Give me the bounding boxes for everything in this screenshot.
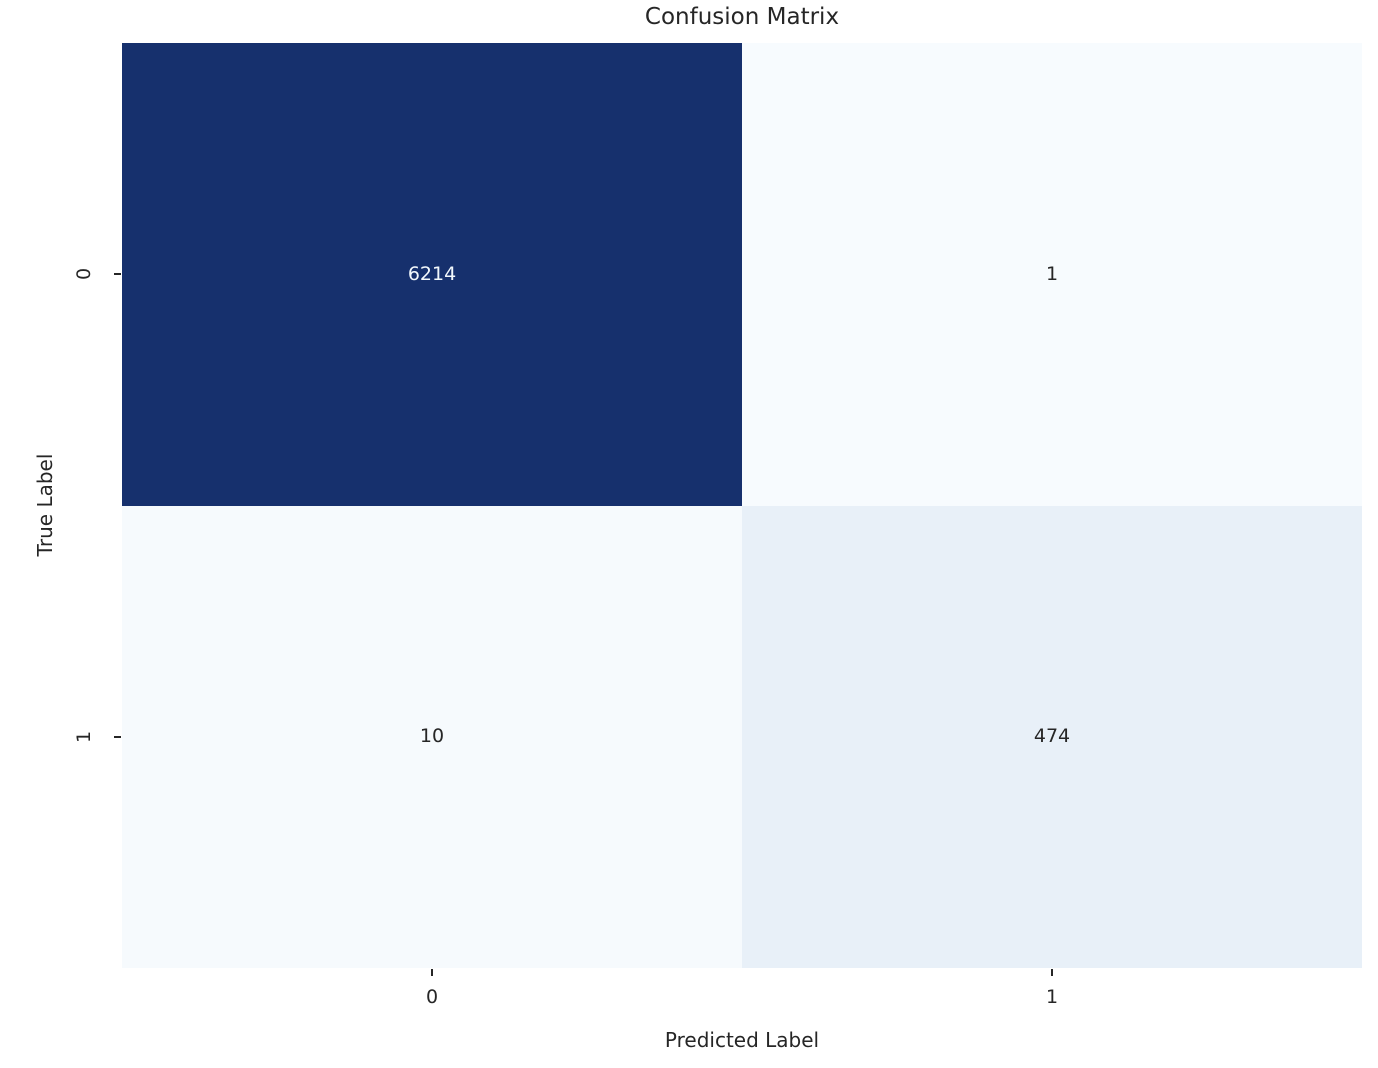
y-axis-tick-1 — [114, 736, 121, 738]
heatmap-cell-true1-pred0: 10 — [122, 505, 742, 968]
y-axis-label: True Label — [33, 453, 57, 557]
cell-value: 10 — [419, 725, 445, 748]
y-axis-tick-0 — [114, 273, 121, 275]
y-tick-label-0: 0 — [73, 267, 95, 281]
x-axis-label: Predicted Label — [664, 1028, 820, 1052]
x-tick-label-1: 1 — [1045, 986, 1059, 1008]
heatmap-cell-true0-pred1: 1 — [742, 43, 1362, 506]
cell-value: 1 — [1045, 262, 1059, 285]
cell-value: 6214 — [407, 262, 457, 285]
heatmap-plot-area: 6214 1 10 474 — [122, 43, 1362, 968]
x-axis-tick-1 — [1051, 969, 1053, 976]
cell-value: 474 — [1033, 725, 1071, 748]
heatmap-cell-true1-pred1: 474 — [742, 505, 1362, 968]
heatmap-cell-true0-pred0: 6214 — [122, 43, 742, 506]
y-tick-label-1: 1 — [73, 730, 95, 744]
chart-title: Confusion Matrix — [644, 4, 840, 30]
x-axis-tick-0 — [431, 969, 433, 976]
x-tick-label-0: 0 — [425, 986, 439, 1008]
